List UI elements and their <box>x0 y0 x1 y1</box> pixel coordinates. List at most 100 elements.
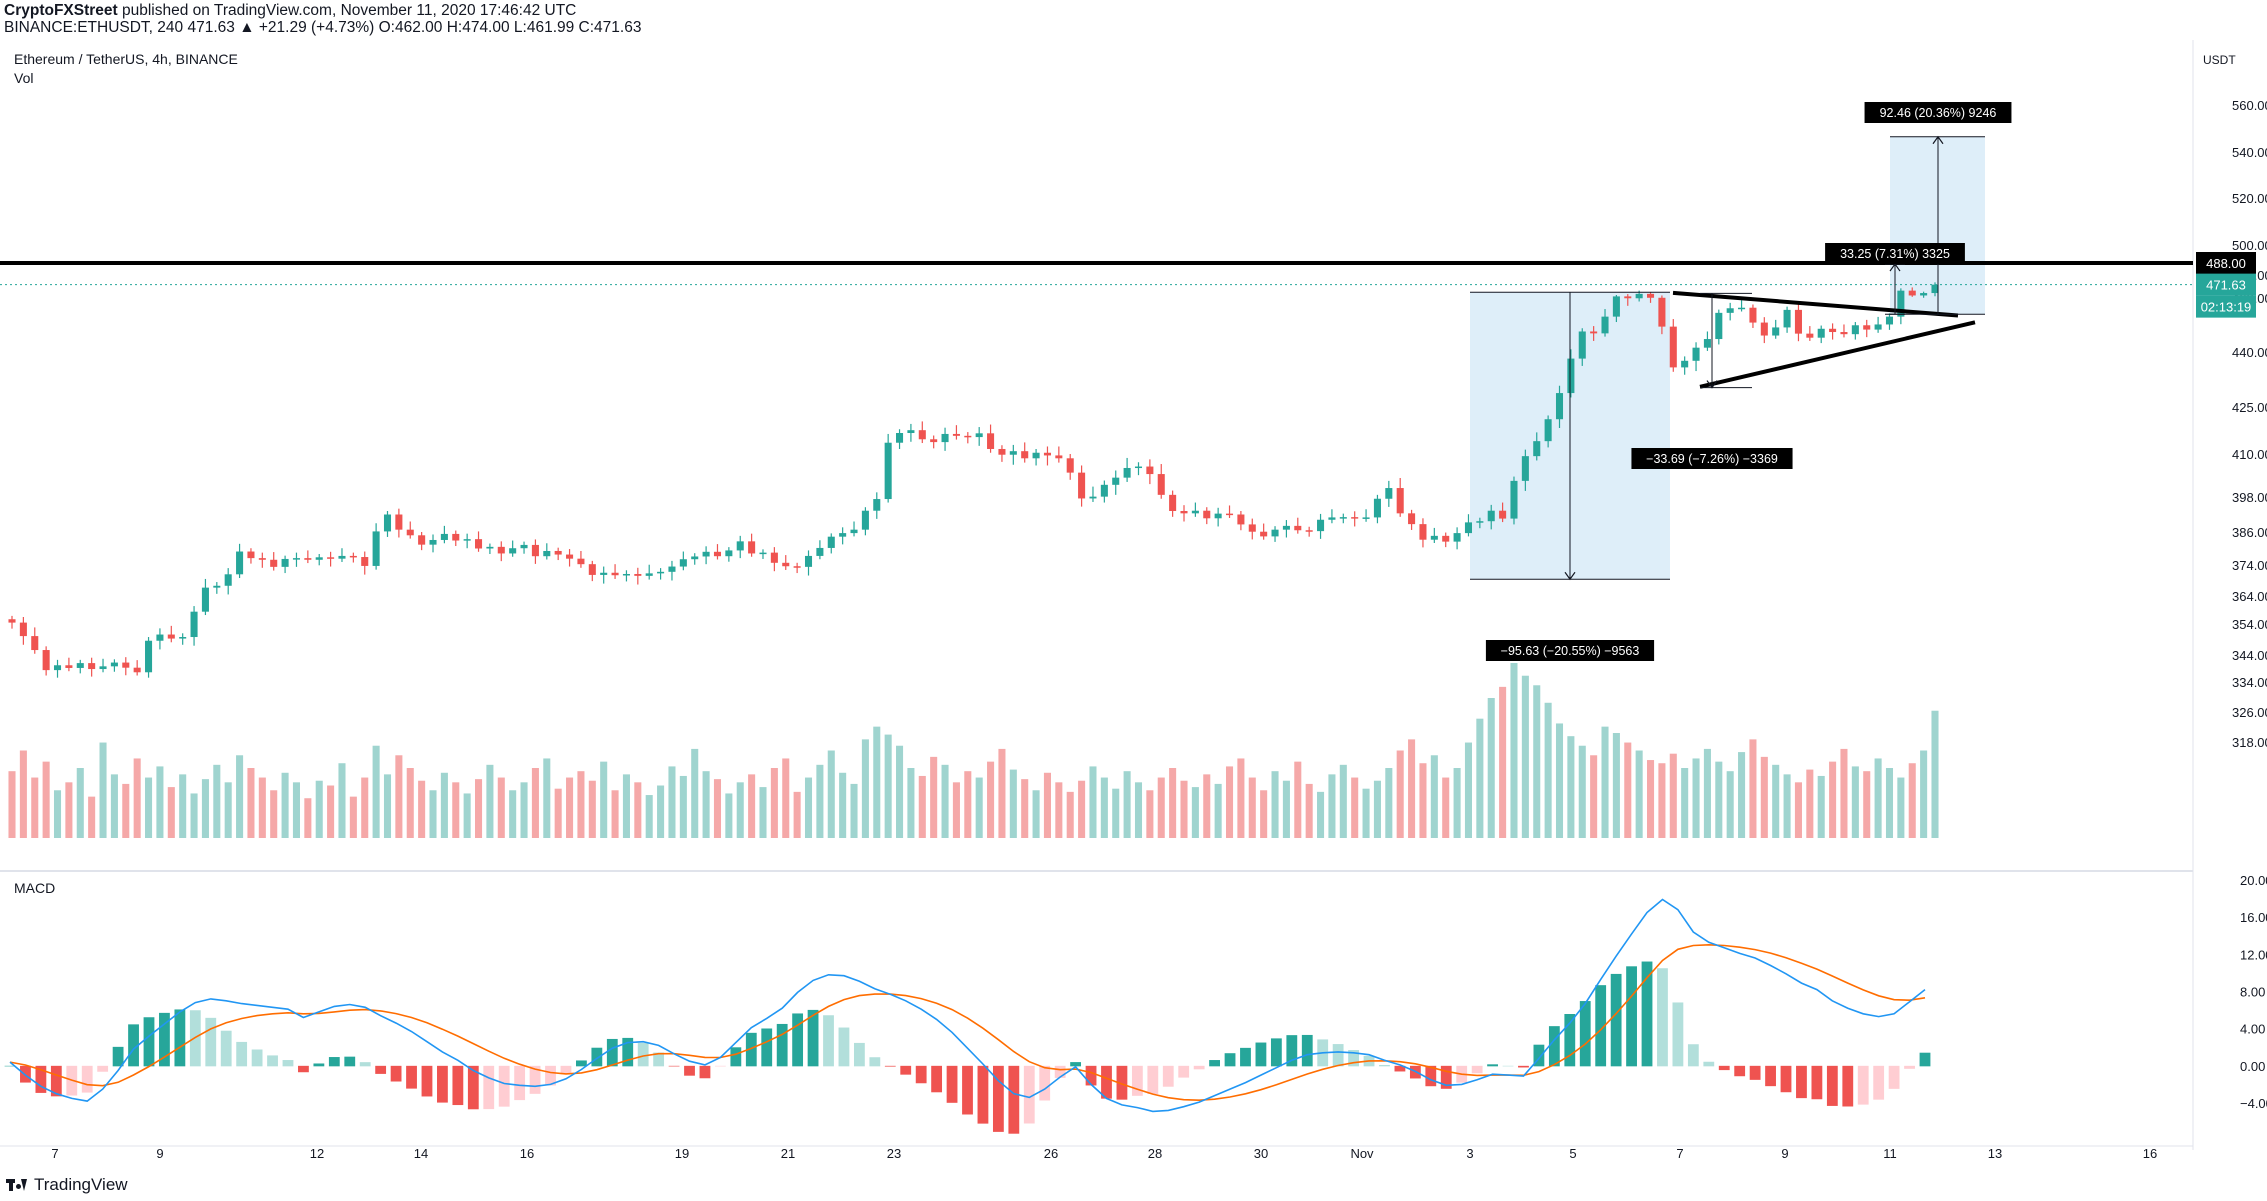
macd-histogram-bar <box>1471 1065 1483 1074</box>
macd-histogram-bar <box>1749 1065 1761 1080</box>
volume-label: Vol <box>14 70 33 86</box>
date-tick-label: 5 <box>1569 1146 1576 1161</box>
volume-bar <box>1829 761 1837 838</box>
candle-body <box>1146 466 1154 475</box>
volume-bar <box>1203 774 1211 838</box>
volume-bar <box>725 793 733 838</box>
candle-body <box>19 622 27 637</box>
volume-bar <box>1726 771 1734 838</box>
volume-bar <box>793 791 801 838</box>
volume-bar <box>145 777 153 838</box>
macd-histogram-bar <box>699 1065 711 1079</box>
macd-histogram-bar <box>807 1009 819 1067</box>
volume-bar <box>839 772 847 838</box>
volume-bar <box>1874 758 1882 838</box>
price-tick-label: 344.00 <box>2232 648 2267 663</box>
candle-body <box>213 585 221 588</box>
volume-bar <box>896 745 904 838</box>
volume-bar <box>554 788 562 838</box>
measure-label: 92.46 (20.36%) 9246 <box>1880 106 1997 120</box>
volume-bar <box>987 761 995 838</box>
volume-bar <box>1601 726 1609 838</box>
candle-body <box>520 544 528 549</box>
volume-bar <box>270 790 278 838</box>
macd-histogram-bar <box>1657 968 1668 1067</box>
volume-bar <box>873 726 881 838</box>
macd-histogram-bar <box>962 1065 973 1115</box>
volume-bar <box>1100 777 1108 838</box>
volume-bar <box>1487 698 1495 838</box>
symbol-title: Ethereum / TetherUS, 4h, BINANCE <box>14 51 238 67</box>
candle-body <box>1487 510 1495 522</box>
date-tick-label: 26 <box>1044 1146 1058 1161</box>
publisher-name[interactable]: CryptoFXStreet <box>4 2 118 19</box>
volume-bar <box>1772 764 1780 838</box>
volume-bar <box>1715 761 1723 838</box>
volume-bar <box>1271 771 1279 838</box>
candle-body <box>1692 347 1700 361</box>
candle-body <box>418 535 426 545</box>
macd-histogram-bar <box>421 1065 433 1097</box>
macd-histogram-bar <box>328 1057 340 1067</box>
volume-bar <box>429 790 437 838</box>
candle-body <box>793 566 801 568</box>
candle-body <box>1931 284 1939 294</box>
candle-body <box>1601 316 1609 334</box>
candle-body <box>1214 513 1222 519</box>
macd-histogram-bar <box>1162 1065 1174 1087</box>
volume-bar <box>1555 723 1564 838</box>
tradingview-logo[interactable]: TradingView <box>6 1175 128 1195</box>
date-tick-label: 14 <box>414 1146 428 1161</box>
macd-histogram-bar <box>1888 1065 1900 1089</box>
candle-body <box>292 558 300 560</box>
drawings-layer[interactable]: 92.46 (20.36%) 9246 33.25 (7.31%) 3325 −33… <box>0 102 2193 661</box>
candle-body <box>31 636 39 651</box>
volume-bar <box>406 768 414 838</box>
macd-histogram-bar <box>1579 1001 1591 1067</box>
volume-bar <box>1806 769 1814 838</box>
date-tick-label: 3 <box>1466 1146 1473 1161</box>
candle-body <box>713 551 722 557</box>
volume-bar <box>577 771 585 838</box>
candle-body <box>907 430 915 434</box>
macd-histogram-bar <box>1131 1065 1143 1096</box>
candle-body <box>1294 525 1302 531</box>
candle-body <box>600 572 608 575</box>
candle-body <box>770 552 778 563</box>
date-tick-label: 16 <box>2143 1146 2157 1161</box>
volume-bar <box>292 782 300 838</box>
candle-body <box>884 442 892 500</box>
macd-histogram-bar <box>761 1028 773 1067</box>
volume-bar <box>1169 768 1177 838</box>
candle-body <box>281 558 289 567</box>
macd-histogram-bar <box>1008 1065 1020 1134</box>
date-tick-label: 11 <box>1883 1146 1897 1161</box>
volume-bar <box>1840 748 1848 838</box>
macd-histogram-bar <box>745 1032 757 1067</box>
volume-bar <box>679 775 687 838</box>
date-tick-label: 21 <box>781 1146 795 1161</box>
candle-body <box>668 566 676 572</box>
volume-bar <box>452 782 460 838</box>
candle-body <box>383 514 392 532</box>
macd-histogram-bar <box>112 1046 124 1067</box>
macd-histogram-bar <box>1332 1044 1344 1067</box>
candle-body <box>76 663 84 668</box>
volume-bar <box>53 790 62 838</box>
candle-body <box>804 555 813 567</box>
volume-bar <box>975 777 983 838</box>
volume-bar <box>213 764 221 838</box>
volume-bar <box>1533 685 1541 838</box>
volume-bar <box>1123 771 1131 838</box>
volume-bar <box>1305 783 1313 838</box>
resistance-price-tag-bg <box>2196 252 2256 274</box>
measure-arrow-head <box>1564 571 1576 581</box>
candle-body <box>1738 307 1746 310</box>
candle-body <box>1305 530 1313 532</box>
date-tick-label: 16 <box>520 1146 534 1161</box>
macd-histogram-bar <box>1672 1002 1684 1067</box>
candle-body <box>839 533 847 537</box>
candle-body <box>53 665 62 671</box>
macd-histogram-bar <box>390 1065 402 1082</box>
